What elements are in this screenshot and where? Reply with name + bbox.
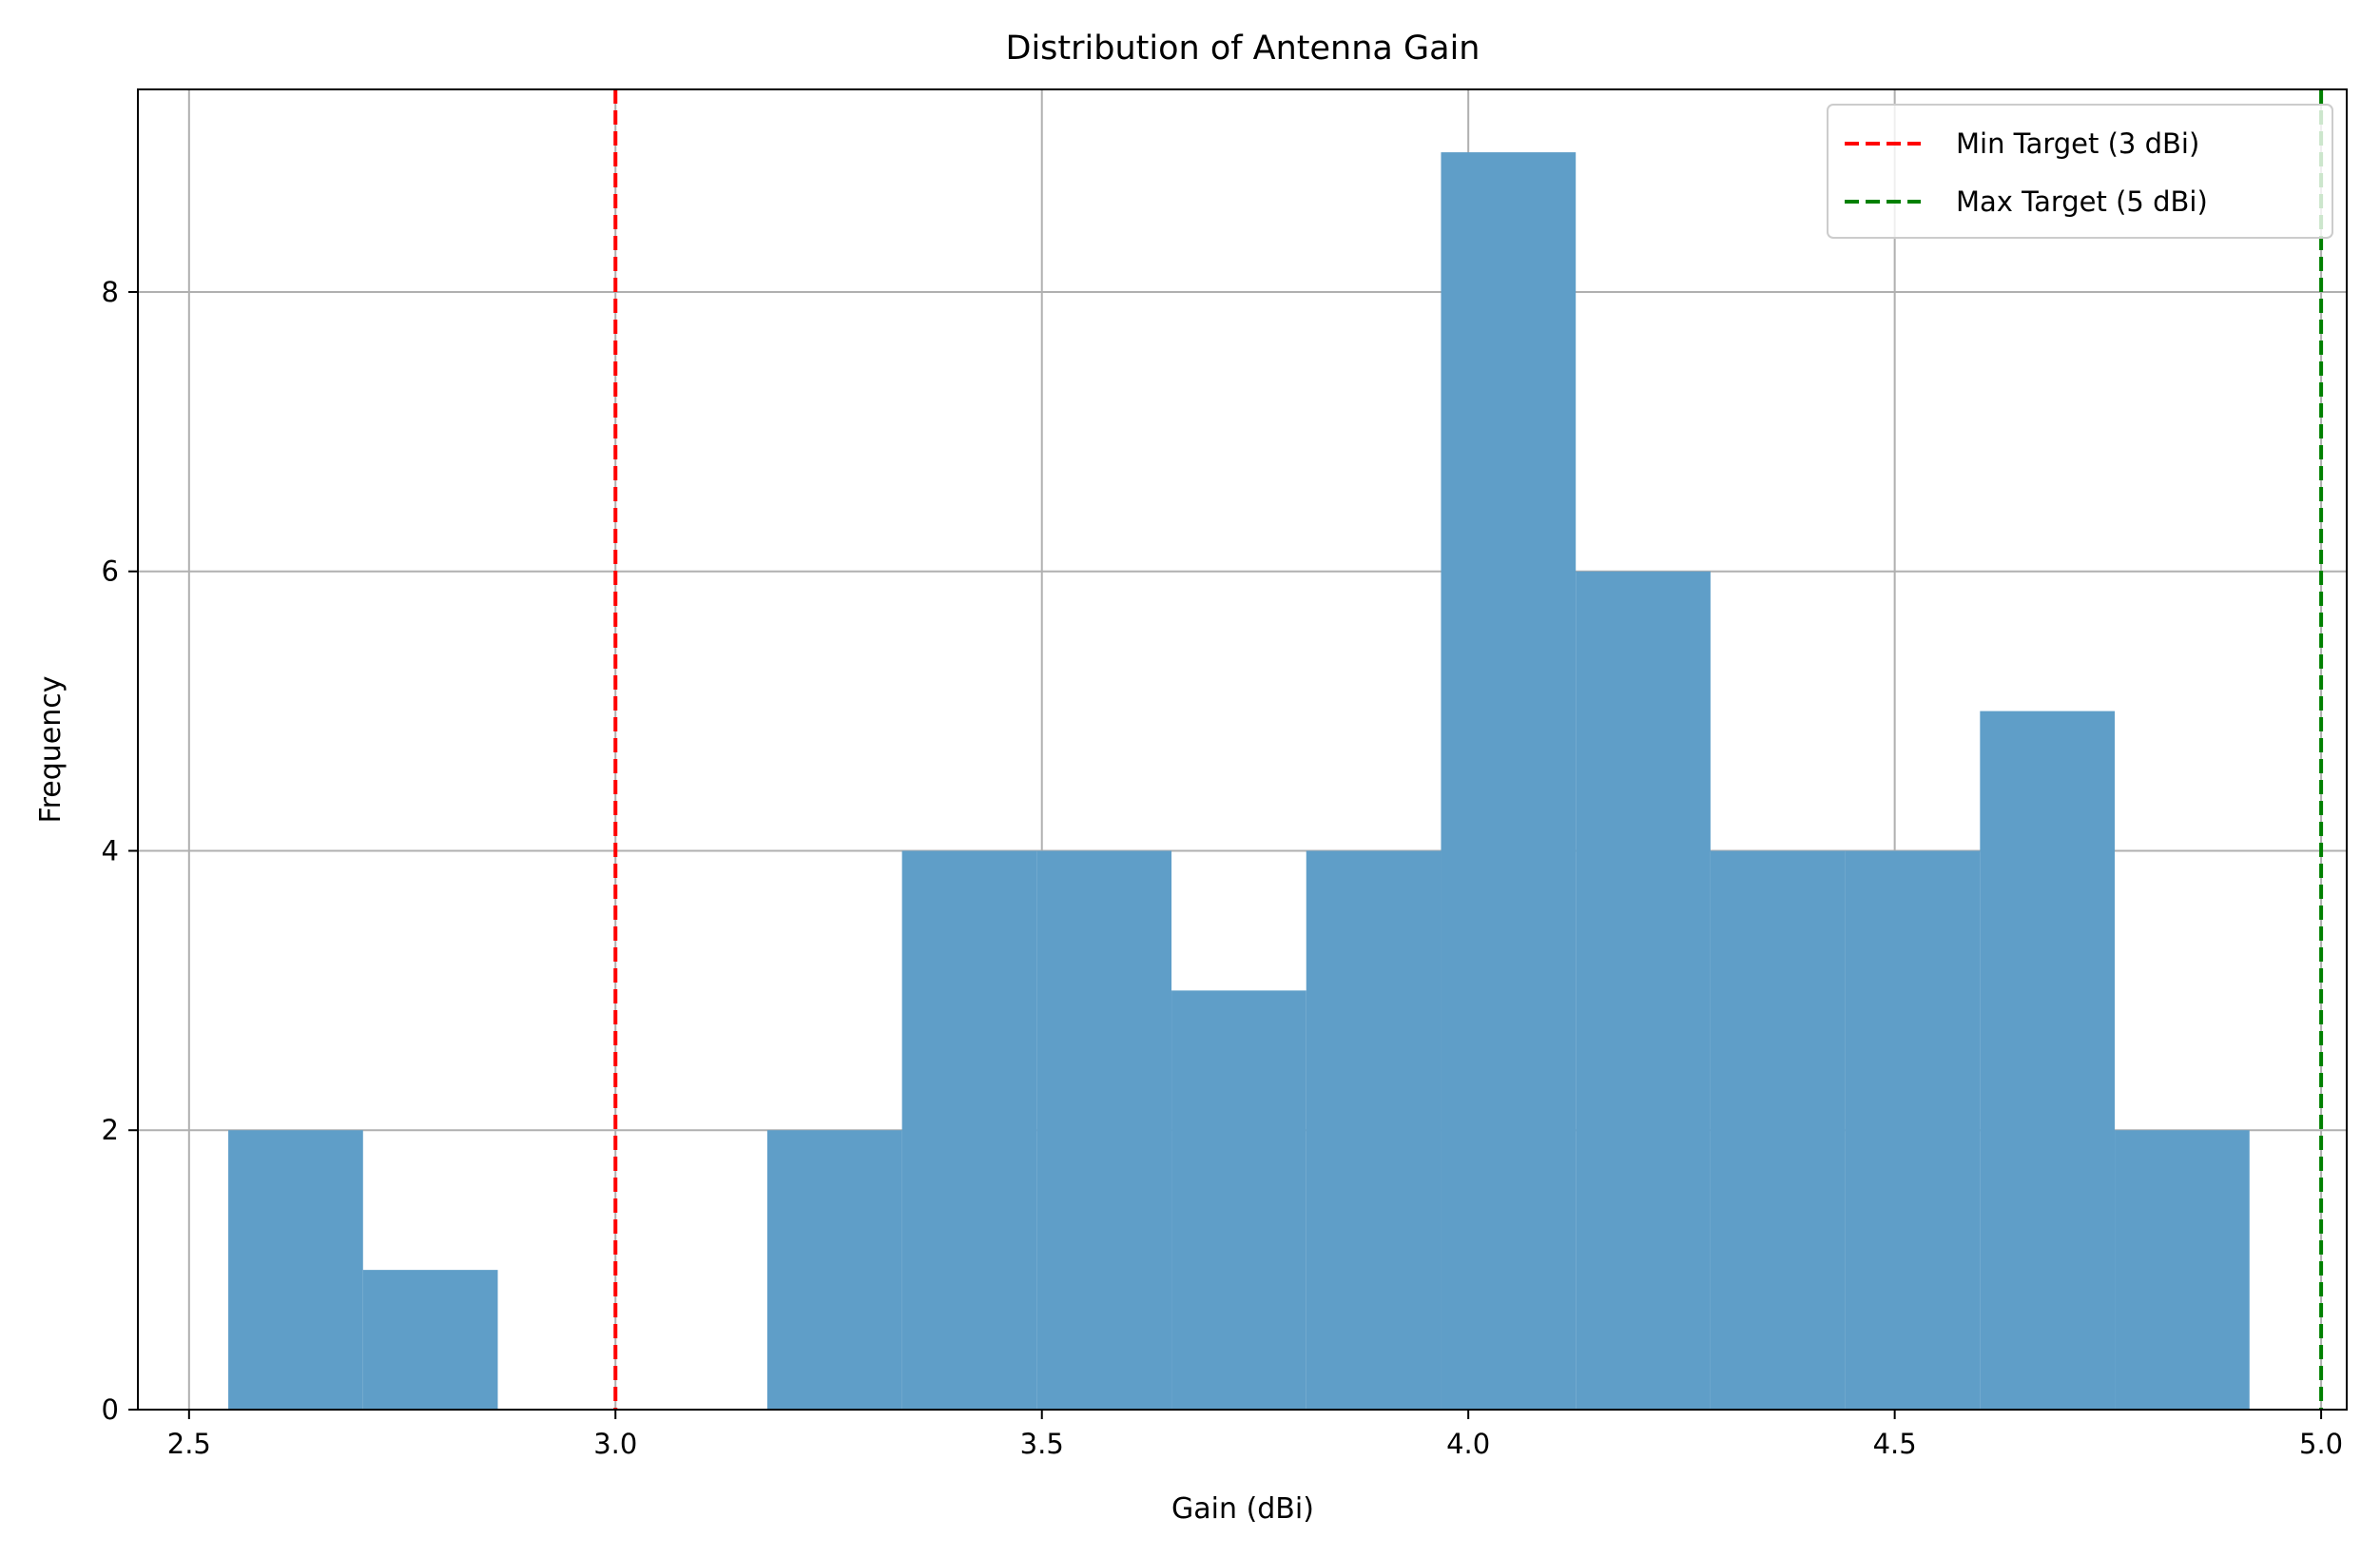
- histogram-bar-10: [1576, 571, 1711, 1410]
- x-tick-label-0: 2.5: [167, 1428, 211, 1460]
- histogram-bars: [228, 152, 2250, 1411]
- chart-title: Distribution of Antenna Gain: [1006, 29, 1480, 68]
- histogram-bar-7: [1171, 990, 1306, 1410]
- reference-lines: [613, 89, 2324, 1410]
- y-axis-label: Frequency: [34, 676, 68, 824]
- histogram-bar-14: [2115, 1130, 2250, 1410]
- histogram-bar-8: [1306, 850, 1442, 1410]
- histogram-bar-6: [1036, 850, 1172, 1410]
- histogram-bar-12: [1845, 850, 1981, 1410]
- histogram-bar-0: [228, 1130, 363, 1410]
- plot-frame: [137, 88, 2348, 1411]
- y-axis-ticks: 0 2 4 6 8: [102, 276, 138, 1426]
- legend-box: [1827, 104, 2333, 239]
- histogram-bar-11: [1710, 850, 1846, 1410]
- y-tick-label-4: 8: [102, 276, 119, 308]
- y-tick-label-3: 6: [102, 555, 119, 588]
- histogram-bar-4: [766, 1130, 902, 1410]
- legend-label-min-target: Min Target (3 dBi): [1956, 127, 2199, 160]
- x-axis-label: Gain (dBi): [1171, 1492, 1314, 1526]
- histogram-bar-13: [1980, 711, 2116, 1410]
- legend-label-max-target: Max Target (5 dBi): [1956, 185, 2208, 218]
- histogram-bar-5: [901, 850, 1037, 1410]
- x-tick-label-3: 4.0: [1446, 1428, 1490, 1460]
- x-axis-ticks: 2.5 3.0 3.5 4.0 4.5 5.0: [167, 1410, 2343, 1460]
- x-tick-label-2: 3.5: [1020, 1428, 1064, 1460]
- x-tick-label-1: 3.0: [593, 1428, 637, 1460]
- histogram-bar-9: [1441, 152, 1577, 1411]
- x-tick-label-5: 5.0: [2299, 1428, 2343, 1460]
- y-tick-label-0: 0: [102, 1393, 119, 1426]
- y-tick-label-1: 2: [102, 1114, 119, 1146]
- legend: Min Target (3 dBi) Max Target (5 dBi): [1827, 104, 2333, 239]
- y-tick-label-2: 4: [102, 834, 119, 867]
- histogram-bar-1: [362, 1270, 498, 1410]
- x-tick-label-4: 4.5: [1873, 1428, 1917, 1460]
- plot-area: [137, 88, 2348, 1411]
